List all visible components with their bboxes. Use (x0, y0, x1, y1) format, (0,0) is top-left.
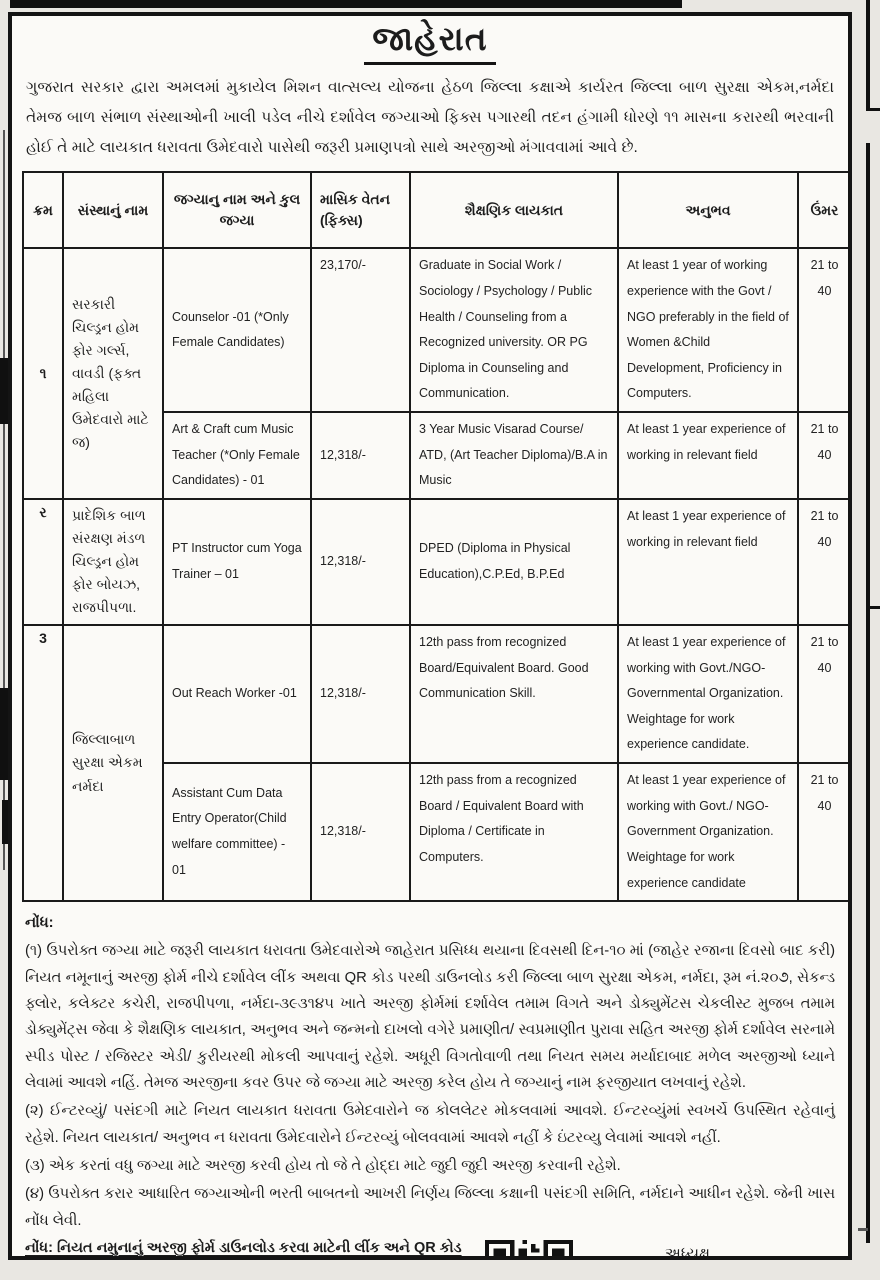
table-row: Art & Craft cum Music Teacher (*Only Fem… (23, 411, 848, 500)
table-row: 3 જિલ્લાબાળ સુરક્ષા એકમ નર્મદા Out Reach… (22, 623, 848, 903)
scan-artifact-left-blob-3 (2, 800, 8, 844)
download-link-note: નોંધ: નિયત નમુનાનું અરજી ફોર્મ ડાઉનલોડ ક… (25, 1240, 462, 1257)
notes-section: નોંધ: (૧) ઉપરોક્ત જગ્યા માટે જરૂરી લાયકા… (25, 910, 835, 1234)
advertisement-sheet: જાહેરાત ગુજરાત સરકાર દ્વારા અમલમાં મુકાય… (8, 12, 852, 1260)
cell-salary: 23,170/- (310, 247, 411, 413)
cell-experience: At least 1 year of working experience wi… (617, 247, 799, 413)
cell-experience: At least 1 year experience of working wi… (617, 623, 799, 765)
footer-section: નોંધ: નિયત નમુનાનું અરજી ફોર્મ ડાઉનલોડ ક… (25, 1240, 835, 1260)
header-age: ઉંમર (797, 171, 848, 250)
table-row: ૧ સરકારી ચિલ્ડ્રન હોમ ફોર ગર્લ્સ, વાવડી … (22, 247, 848, 500)
scan-artifact-right-line-main (866, 143, 870, 1243)
note-1: (૧) ઉપરોક્ત જગ્યા માટે જરૂરી લાયકાત ધરાવ… (25, 943, 835, 1092)
cell-post: Out Reach Worker -01 (162, 623, 312, 765)
scan-artifact-top-bar (10, 0, 682, 8)
page-title: જાહેરાત (364, 22, 496, 65)
cell-experience: At least 1 year experience of working in… (617, 411, 799, 500)
cell-age: 21 to 40 (797, 623, 848, 765)
signatory-title: અધ્યક્ષ (665, 1245, 710, 1260)
cell-qualification: DPED (Diploma in Physical Education),C.P… (409, 497, 619, 626)
intro-paragraph: ગુજરાત સરકાર દ્વારા અમલમાં મુકાયેલ મિશન … (26, 79, 834, 156)
table-header-row: ક્રમ સંસ્થાનું નામ જગ્યાનુ નામ અને કુલ જ… (22, 171, 848, 250)
cell-post: PT Instructor cum Yoga Trainer – 01 (162, 497, 312, 626)
cell-salary: 12,318/- (310, 411, 411, 500)
cell-sr-3: 3 (22, 623, 64, 903)
cell-experience: At least 1 year experience of working wi… (617, 761, 799, 903)
qr-code (485, 1240, 573, 1256)
vacancy-table: ક્રમ સંસ્થાનું નામ જગ્યાનુ નામ અને કુલ જ… (22, 171, 848, 903)
header-institution: સંસ્થાનું નામ (62, 171, 164, 250)
cell-experience: At least 1 year experience of working in… (617, 497, 799, 626)
note-4: (૪) ઉપરોક્ત કરાર આધારિત જગ્યાઓની ભરતી બા… (25, 1186, 835, 1229)
scan-artifact-left-line (3, 130, 5, 870)
scan-artifact-right-tick-1 (866, 108, 880, 111)
cell-institution-3: જિલ્લાબાળ સુરક્ષા એકમ નર્મદા (62, 623, 164, 903)
cell-salary: 12,318/- (310, 623, 411, 765)
scan-artifact-right-line-top (866, 0, 870, 110)
header-experience: અનુભવ (617, 171, 799, 250)
signatory-block: અધ્યક્ષ જિલ્લા કક્ષાની પસંદગી સમિતિ, નર્… (540, 1240, 835, 1260)
scan-artifact-right-tick-2 (866, 606, 880, 609)
cell-age: 21 to 40 (797, 411, 848, 500)
cell-post: Art & Craft cum Music Teacher (*Only Fem… (162, 411, 312, 500)
table-row: ર પ્રાદેશિક બાળ સંરક્ષણ મંડળ ચિલ્ડ્રન હો… (22, 497, 848, 626)
cell-age: 21 to 40 (797, 497, 848, 626)
cell-qualification: 3 Year Music Visarad Course/ ATD, (Art T… (409, 411, 619, 500)
header-sr: ક્રમ (22, 171, 64, 250)
header-salary: માસિક વેતન (ફિક્સ) (310, 171, 411, 250)
cell-sr-2: ર (22, 497, 64, 626)
note-3: (૩) એક કરતાં વધુ જગ્યા માટે અરજી કરવી હો… (25, 1158, 621, 1175)
notes-heading: નોંધ: (25, 915, 54, 932)
cell-qualification: 12th pass from recognized Board/Equivale… (409, 623, 619, 765)
cell-qualification: 12th pass from a recognized Board / Equi… (409, 761, 619, 903)
cell-sr-1: ૧ (22, 247, 64, 500)
cell-salary: 12,318/- (310, 761, 411, 903)
cell-age: 21 to 40 (797, 761, 848, 903)
header-post: જગ્યાનુ નામ અને કુલ જગ્યા (162, 171, 312, 250)
cell-institution-2: પ્રાદેશિક બાળ સંરક્ષણ મંડળ ચિલ્ડ્રન હોમ … (62, 497, 164, 626)
cell-post: Assistant Cum Data Entry Operator(Child … (162, 761, 312, 903)
cell-post: Counselor -01 (*Only Female Candidates) (162, 247, 312, 413)
scan-artifact-right-smudge (858, 1228, 868, 1231)
cell-age: 21 to 40 (797, 247, 848, 413)
cell-qualification: Graduate in Social Work / Sociology / Ps… (409, 247, 619, 413)
scan-artifact-left-blob-1 (0, 358, 11, 424)
table-row: Assistant Cum Data Entry Operator(Child … (23, 761, 848, 903)
header-qualification: શૈક્ષણિક લાયકાત (409, 171, 619, 250)
cell-institution-1: સરકારી ચિલ્ડ્રન હોમ ફોર ગર્લ્સ, વાવડી (ફ… (62, 247, 164, 500)
note-2: (૨) ઈન્ટરવ્યું/ પસંદગી માટે નિયત લાયકાત … (25, 1103, 835, 1146)
cell-salary: 12,318/- (310, 497, 411, 626)
